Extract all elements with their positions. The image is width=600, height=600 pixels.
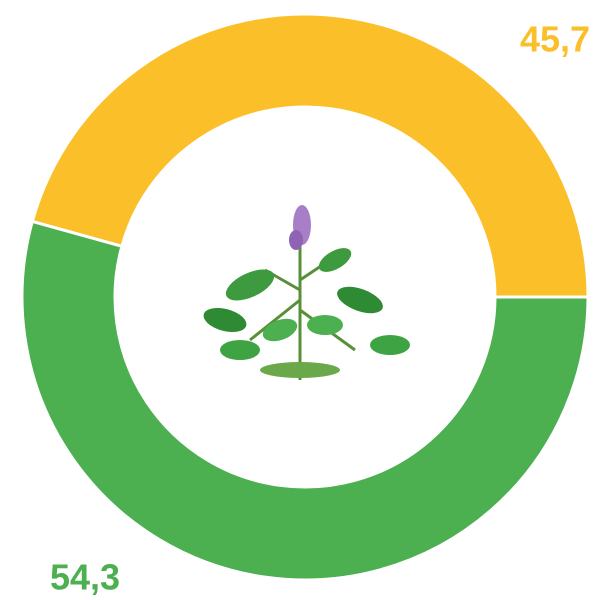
value-label: 45,7: [520, 19, 590, 60]
plant-illustration: [203, 205, 410, 380]
value-label: 54,3: [50, 557, 120, 598]
donut-segment: [30, 12, 590, 299]
donut-segment: [20, 219, 590, 582]
